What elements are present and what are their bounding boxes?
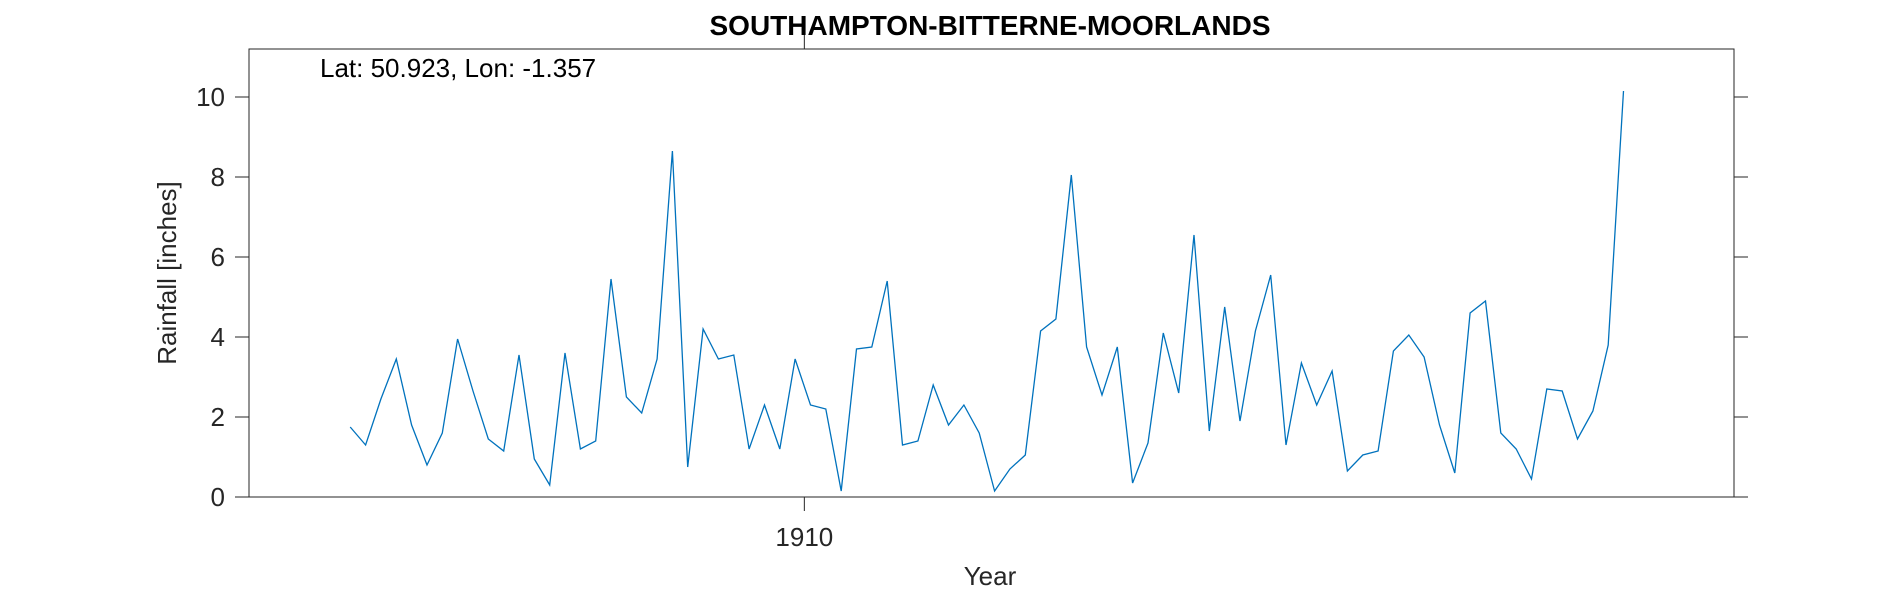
x-tick-label: 1910	[775, 522, 833, 552]
chart-title: SOUTHAMPTON-BITTERNE-MOORLANDS	[709, 10, 1270, 41]
y-tick-label: 6	[211, 242, 225, 272]
y-tick-label: 0	[211, 482, 225, 512]
y-axis-label: Rainfall [inches]	[152, 181, 182, 365]
x-axis: 1910	[775, 35, 833, 552]
y-tick-label: 10	[196, 82, 225, 112]
y-axis: 0 2 4 6 8 10	[196, 82, 1748, 512]
y-tick-label: 8	[211, 162, 225, 192]
location-annotation: Lat: 50.923, Lon: -1.357	[320, 53, 596, 83]
x-axis-label: Year	[964, 561, 1017, 591]
y-tick-label: 2	[211, 402, 225, 432]
rainfall-series-line	[349, 90, 1625, 493]
plot-area-border	[248, 48, 1735, 498]
y-tick-label: 4	[211, 322, 225, 352]
